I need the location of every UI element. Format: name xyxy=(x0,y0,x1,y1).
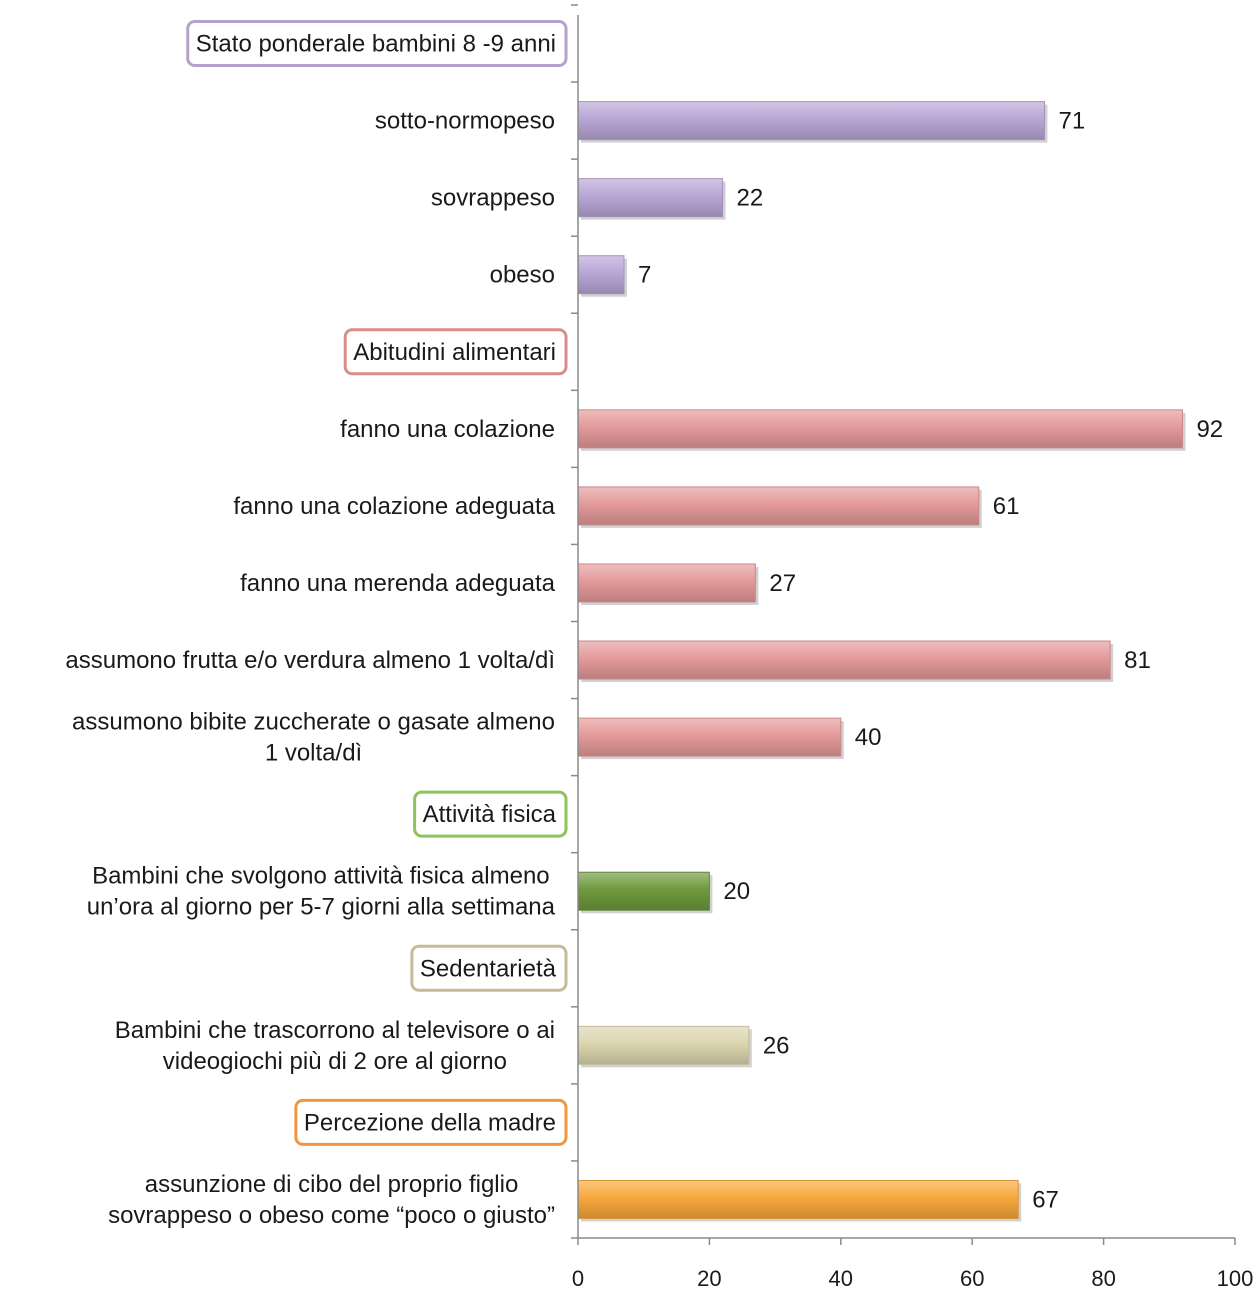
group-header-box xyxy=(410,944,568,992)
x-tick-label: 80 xyxy=(1091,1266,1115,1289)
bar xyxy=(577,101,1045,141)
value-label: 71 xyxy=(1058,108,1085,135)
category-label: fanno una colazione adeguata xyxy=(233,493,555,520)
x-tick-label: 100 xyxy=(1217,1266,1254,1289)
group-header-stato-ponderale-bambini-8-9-anni: Stato ponderale bambini 8 -9 anni xyxy=(186,20,568,68)
x-tick-label: 40 xyxy=(829,1266,853,1289)
group-header-label: Sedentarietà xyxy=(420,955,557,982)
category-label: assumono bibite zuccherate o gasate alme… xyxy=(72,709,555,767)
category-label: Bambini che trascorrono al televisore o … xyxy=(115,1017,555,1075)
value-label: 81 xyxy=(1124,647,1151,674)
group-header-box xyxy=(186,20,568,68)
group-header-label: Abitudini alimentari xyxy=(353,339,556,366)
value-label: 26 xyxy=(763,1032,790,1059)
category-label: fanno una colazione xyxy=(340,416,555,443)
group-header-box xyxy=(294,1098,568,1146)
category-label: Bambini che svolgono attività fisica alm… xyxy=(87,863,556,921)
value-label: 92 xyxy=(1196,416,1223,443)
category-label: obeso xyxy=(490,262,555,289)
group-header-percezione-della-madre: Percezione della madre xyxy=(294,1098,568,1146)
x-tick-label: 0 xyxy=(572,1266,584,1289)
bar xyxy=(577,255,625,295)
bar xyxy=(577,563,756,603)
category-label: fanno una merenda adeguata xyxy=(240,570,556,597)
x-tick-label: 20 xyxy=(697,1266,721,1289)
bar xyxy=(577,486,980,526)
group-header-sedentariet: Sedentarietà xyxy=(410,944,568,992)
bar xyxy=(577,717,842,757)
value-label: 61 xyxy=(993,493,1020,520)
group-header-label: Stato ponderale bambini 8 -9 anni xyxy=(196,31,556,58)
value-label: 20 xyxy=(723,878,750,905)
value-label: 40 xyxy=(855,724,882,751)
group-header-label: Percezione della madre xyxy=(304,1109,556,1136)
group-header-box xyxy=(413,790,568,838)
group-header-abitudini-alimentari: Abitudini alimentari xyxy=(343,328,568,376)
bar xyxy=(577,409,1183,449)
bar xyxy=(577,640,1111,680)
bar xyxy=(577,1025,750,1065)
bar xyxy=(577,178,724,218)
labels-layer: Stato ponderale bambini 8 -9 anni 71 sotto… xyxy=(65,20,1223,1229)
group-header-attivit-fisica: Attività fisica xyxy=(413,790,568,838)
value-label: 7 xyxy=(638,262,651,289)
category-label: sovrappeso xyxy=(431,185,555,212)
group-header-box xyxy=(343,328,568,376)
value-label: 67 xyxy=(1032,1186,1059,1213)
x-axis: 0 20 40 60 80 100 xyxy=(571,4,1254,1289)
bar xyxy=(577,871,710,911)
value-label: 22 xyxy=(737,185,764,212)
value-label: 27 xyxy=(769,570,796,597)
category-label: sotto-normopeso xyxy=(375,108,555,135)
bar xyxy=(577,1179,1019,1219)
bars-layer xyxy=(577,101,1186,1222)
category-label: assunzione di cibo del proprio figlio sov… xyxy=(108,1171,555,1229)
group-header-label: Attività fisica xyxy=(423,801,557,828)
category-label: assumono frutta e/o verdura almeno 1 vol… xyxy=(65,647,555,674)
x-tick-label: 60 xyxy=(960,1266,984,1289)
